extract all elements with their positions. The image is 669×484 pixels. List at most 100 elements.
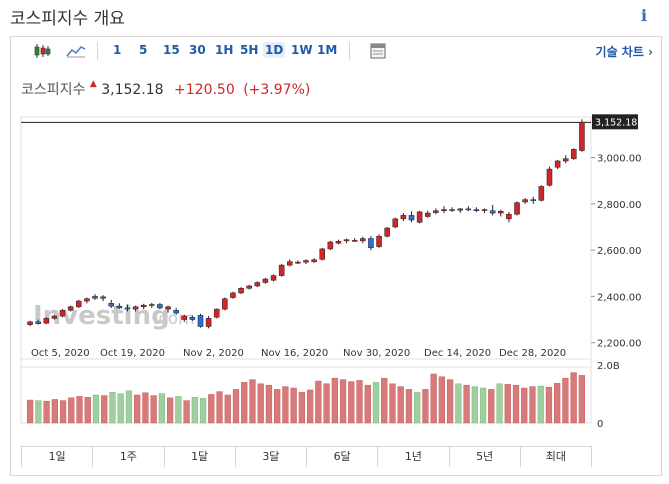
candle-body <box>140 304 147 308</box>
candle-body <box>400 215 407 220</box>
candle-body <box>449 209 455 211</box>
candle-body <box>197 315 204 327</box>
calendar-icon[interactable] <box>370 43 386 59</box>
candle-body <box>392 218 399 228</box>
x-tick-label: Dec 14, 2020 <box>424 348 491 359</box>
interval-1d[interactable]: 1D <box>263 42 286 58</box>
volume-bar <box>199 398 207 424</box>
volume-bar <box>208 394 215 424</box>
volume-bar <box>241 382 248 424</box>
candle-body <box>416 211 423 223</box>
last-price-tag <box>592 114 638 130</box>
volume-bar <box>92 394 100 424</box>
info-icon[interactable]: i <box>641 6 648 25</box>
chart-toolbar: 1 5 15 30 1H 5H 1D 1W 1M 기술 차트 › <box>11 37 661 65</box>
candlestick-chart: Investing .com 3,000.002,800.002,600.002… <box>20 114 642 430</box>
candle-body <box>303 260 309 263</box>
range-button[interactable]: 1달 <box>165 447 236 467</box>
volume-tick-label: 2.0B <box>597 361 620 372</box>
volume-bar <box>26 399 34 424</box>
interval-1m[interactable]: 1M <box>317 43 338 57</box>
interval-1[interactable]: 1 <box>113 43 122 57</box>
volume-bar <box>455 383 462 424</box>
volume-bar <box>545 386 553 424</box>
volume-bar <box>166 397 174 424</box>
interval-1h[interactable]: 1H <box>215 43 234 57</box>
candle-body <box>319 248 325 260</box>
candle-body <box>100 296 106 299</box>
candle-body <box>27 321 33 325</box>
candle-body <box>351 240 358 242</box>
candle-body <box>205 318 212 327</box>
candlestick-chart-type-icon[interactable] <box>33 43 51 59</box>
volume-bar <box>422 389 429 424</box>
y-tick-label: 2,200.00 <box>597 339 642 350</box>
volume-area-border <box>20 358 592 424</box>
volume-bar <box>562 377 569 424</box>
technical-chart-link[interactable]: 기술 차트 › <box>595 45 653 59</box>
y-tick-label: 2,400.00 <box>597 292 642 303</box>
interval-30[interactable]: 30 <box>189 43 206 57</box>
candle-body <box>59 310 66 317</box>
volume-bar <box>331 377 338 424</box>
range-button[interactable]: 최대 <box>545 450 566 463</box>
volume-bar <box>389 383 396 424</box>
candle-body <box>222 298 228 310</box>
interval-5[interactable]: 5 <box>139 43 148 57</box>
volume-bar <box>529 386 536 424</box>
volume-bar <box>224 394 231 424</box>
volume-bar <box>463 384 470 424</box>
area-chart-type-icon[interactable] <box>66 44 86 58</box>
candle-body <box>246 285 252 289</box>
volume-bar <box>183 400 190 424</box>
candle-body <box>43 318 50 324</box>
candle-body <box>579 122 585 151</box>
volume-bar <box>68 397 75 424</box>
candle-body <box>165 306 171 310</box>
volume-bar <box>51 399 58 424</box>
plot-area-border <box>20 116 592 368</box>
x-tick-label: Nov 30, 2020 <box>343 348 410 359</box>
candle-body <box>238 288 244 294</box>
candle-body <box>311 259 317 262</box>
candle-body <box>270 275 277 281</box>
volume-bar <box>84 396 91 424</box>
volume-bar <box>59 400 67 424</box>
volume-bar <box>158 393 166 424</box>
range-button[interactable]: 5년 <box>450 447 521 467</box>
candle-body <box>181 315 188 320</box>
volume-bar <box>323 383 330 424</box>
page-title: 코스피지수 개요 <box>10 9 125 29</box>
candle-body <box>457 208 463 211</box>
volume-bar <box>257 383 264 424</box>
volume-bar <box>578 375 586 424</box>
candle-body <box>343 239 350 242</box>
range-button[interactable]: 3달 <box>236 447 307 467</box>
toolbar-separator <box>97 42 98 60</box>
candle-body <box>92 296 98 299</box>
volume-bar <box>554 382 561 424</box>
range-bar: 1일 1주 1달 3달 6달 1년 5년 최대 <box>21 446 592 467</box>
interval-5h[interactable]: 5H <box>240 43 259 57</box>
volume-bar <box>446 379 454 424</box>
volume-bar <box>150 395 157 424</box>
volume-bar <box>290 387 297 424</box>
candle-body <box>35 321 41 324</box>
range-button[interactable]: 1주 <box>93 447 165 467</box>
range-button[interactable]: 1일 <box>22 447 94 467</box>
interval-1w[interactable]: 1W <box>291 43 313 57</box>
range-button[interactable]: 6달 <box>307 447 379 467</box>
x-tick-label: Oct 5, 2020 <box>31 348 90 359</box>
candle-body <box>278 264 285 276</box>
volume-tick-label: 0 <box>597 419 603 430</box>
volume-bar <box>512 384 520 424</box>
y-tick-label: 3,000.00 <box>597 154 642 165</box>
candle-body <box>473 209 480 211</box>
volume-bar <box>356 380 363 424</box>
volume-bar <box>414 391 421 424</box>
x-tick-label: Oct 19, 2020 <box>100 348 165 359</box>
candle-body <box>481 209 488 211</box>
x-tick-label: Dec 28, 2020 <box>499 348 566 359</box>
interval-15[interactable]: 15 <box>163 43 180 57</box>
range-button[interactable]: 1년 <box>378 447 450 467</box>
